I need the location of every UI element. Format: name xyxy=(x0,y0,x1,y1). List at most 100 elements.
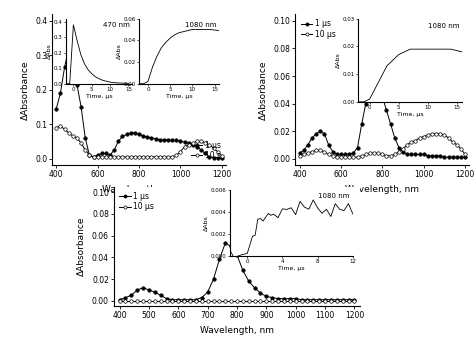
1 μs xyxy=(321,132,327,136)
1 μs xyxy=(217,257,222,262)
1 μs xyxy=(219,156,225,160)
1 μs xyxy=(103,151,109,156)
10 s xyxy=(91,155,96,159)
1 μs xyxy=(380,95,385,99)
10 s xyxy=(219,154,225,158)
10 μs xyxy=(433,132,439,136)
10 s xyxy=(202,141,208,145)
1 μs xyxy=(95,153,100,157)
1 μs xyxy=(363,101,369,106)
1 μs xyxy=(198,148,204,152)
10 μs xyxy=(413,139,419,143)
10 μs xyxy=(318,148,323,152)
10 μs xyxy=(228,299,234,303)
10 μs xyxy=(334,155,340,159)
1 μs xyxy=(169,138,175,143)
10 μs xyxy=(400,147,406,151)
1 μs xyxy=(264,294,269,298)
1 μs xyxy=(123,295,128,300)
1 μs xyxy=(446,155,451,159)
1 μs xyxy=(158,293,164,297)
10 μs xyxy=(297,154,302,158)
10 s xyxy=(124,155,129,159)
1 μs xyxy=(375,83,381,88)
1 μs xyxy=(140,134,146,138)
1 μs xyxy=(287,296,292,301)
1 μs xyxy=(359,122,365,126)
10 s xyxy=(194,139,200,144)
10 μs xyxy=(240,299,246,303)
10 μs xyxy=(442,133,447,137)
10 μs xyxy=(321,150,327,154)
10 μs xyxy=(222,299,228,303)
10 μs xyxy=(234,299,240,303)
10 s xyxy=(111,155,117,159)
1 μs xyxy=(309,136,315,140)
Line: 1 μs: 1 μs xyxy=(118,241,356,301)
1 μs xyxy=(194,144,200,149)
1 μs xyxy=(136,132,142,137)
1 μs xyxy=(165,138,171,142)
10 μs xyxy=(388,154,393,158)
10 μs xyxy=(367,151,373,155)
1 μs xyxy=(352,297,357,302)
1 μs xyxy=(117,297,122,302)
10 s xyxy=(78,141,84,145)
10 μs xyxy=(352,299,357,303)
10 μs xyxy=(123,299,128,303)
1 μs xyxy=(462,155,468,159)
10 μs xyxy=(210,299,216,303)
10 μs xyxy=(316,299,322,303)
10 s xyxy=(186,143,191,147)
1 μs xyxy=(146,288,152,292)
10 μs xyxy=(351,155,356,159)
10 μs xyxy=(193,299,199,303)
1 μs xyxy=(392,136,398,140)
1 μs xyxy=(299,297,304,302)
10 s xyxy=(107,155,113,159)
1 μs xyxy=(78,105,84,109)
1 μs xyxy=(190,143,196,147)
10 s xyxy=(169,155,175,159)
1 μs xyxy=(442,155,447,159)
1 μs xyxy=(173,138,179,143)
1 μs xyxy=(305,143,311,147)
1 μs xyxy=(205,290,210,294)
10 μs xyxy=(462,152,468,157)
10 μs xyxy=(170,299,175,303)
1 μs xyxy=(178,139,183,144)
10 s xyxy=(161,155,167,159)
1 μs xyxy=(182,297,187,302)
1 μs xyxy=(417,152,422,157)
1 μs xyxy=(367,85,373,89)
10 s xyxy=(198,139,204,144)
Y-axis label: ΔAbsorbance: ΔAbsorbance xyxy=(259,60,268,120)
10 s xyxy=(116,155,121,159)
10 μs xyxy=(187,299,193,303)
1 μs xyxy=(187,297,193,302)
1 μs xyxy=(152,290,158,294)
10 μs xyxy=(375,151,381,155)
10 s xyxy=(149,155,155,159)
1 μs xyxy=(346,152,352,157)
10 s xyxy=(119,155,125,159)
1 μs xyxy=(170,297,175,302)
10 μs xyxy=(396,150,402,154)
1 μs xyxy=(340,297,346,302)
X-axis label: Wavelength, nm: Wavelength, nm xyxy=(102,185,176,194)
1 μs xyxy=(91,155,96,159)
10 μs xyxy=(438,132,443,136)
10 μs xyxy=(135,299,140,303)
1 μs xyxy=(330,150,336,154)
10 μs xyxy=(275,299,281,303)
1 μs xyxy=(186,141,191,145)
1 μs xyxy=(132,131,138,135)
1 μs xyxy=(351,151,356,155)
10 μs xyxy=(175,299,181,303)
1 μs xyxy=(404,152,410,157)
10 μs xyxy=(330,154,336,158)
10 μs xyxy=(301,152,307,157)
1 μs xyxy=(310,297,316,302)
1 μs xyxy=(161,138,167,142)
1 μs xyxy=(240,268,246,272)
